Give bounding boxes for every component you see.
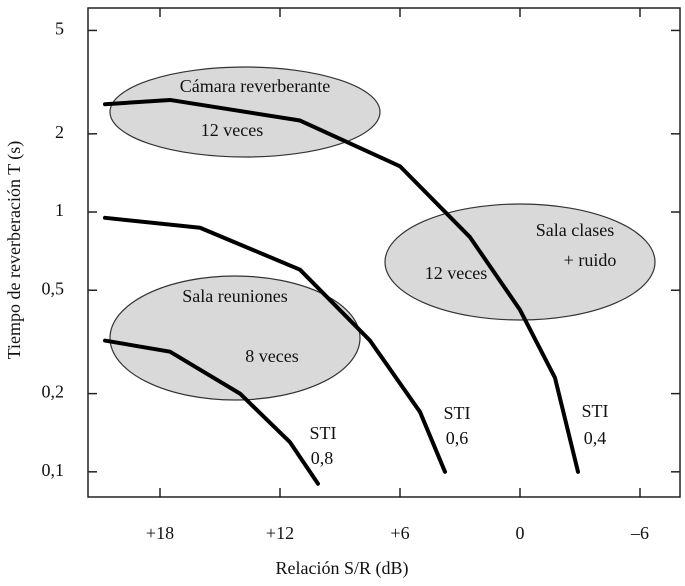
plot-frame <box>87 7 681 498</box>
annotation: 0,6 <box>446 428 469 448</box>
curve <box>103 97 580 474</box>
y-tick-label: 5 <box>55 19 64 39</box>
y-tick-label: 2 <box>55 122 64 142</box>
y-tick-label: 0,5 <box>42 278 65 298</box>
annotation: 0,8 <box>311 448 334 468</box>
annotation: Sala clases <box>536 220 614 240</box>
annotation: 8 veces <box>245 346 298 366</box>
annotation: 0,4 <box>584 428 607 448</box>
annotation: STI <box>310 423 337 443</box>
curve <box>103 338 320 486</box>
x-tick-label: –6 <box>630 523 649 543</box>
x-tick-label: +18 <box>146 523 174 543</box>
annotation: 12 veces <box>425 263 487 283</box>
curve <box>103 215 447 474</box>
region-ellipse <box>109 275 361 401</box>
x-tick-label: +6 <box>390 523 409 543</box>
annotation: + ruido <box>564 250 617 270</box>
x-axis-title: Relación S/R (dB) <box>276 558 409 579</box>
y-axis-title: Tiempo de reverberación T (s) <box>4 141 25 360</box>
annotation: STI <box>444 403 471 423</box>
annotation: STI <box>582 401 609 421</box>
x-tick-label: 0 <box>516 523 525 543</box>
y-tick-label: 1 <box>55 200 64 220</box>
x-tick-label: +12 <box>266 523 294 543</box>
annotation: 12 veces <box>201 120 263 140</box>
annotation: Sala reuniones <box>182 286 287 306</box>
region-ellipse <box>384 203 656 321</box>
y-tick-label: 0,1 <box>42 460 65 480</box>
annotation: Cámara reverberante <box>180 76 330 96</box>
y-tick-label: 0,2 <box>42 382 65 402</box>
